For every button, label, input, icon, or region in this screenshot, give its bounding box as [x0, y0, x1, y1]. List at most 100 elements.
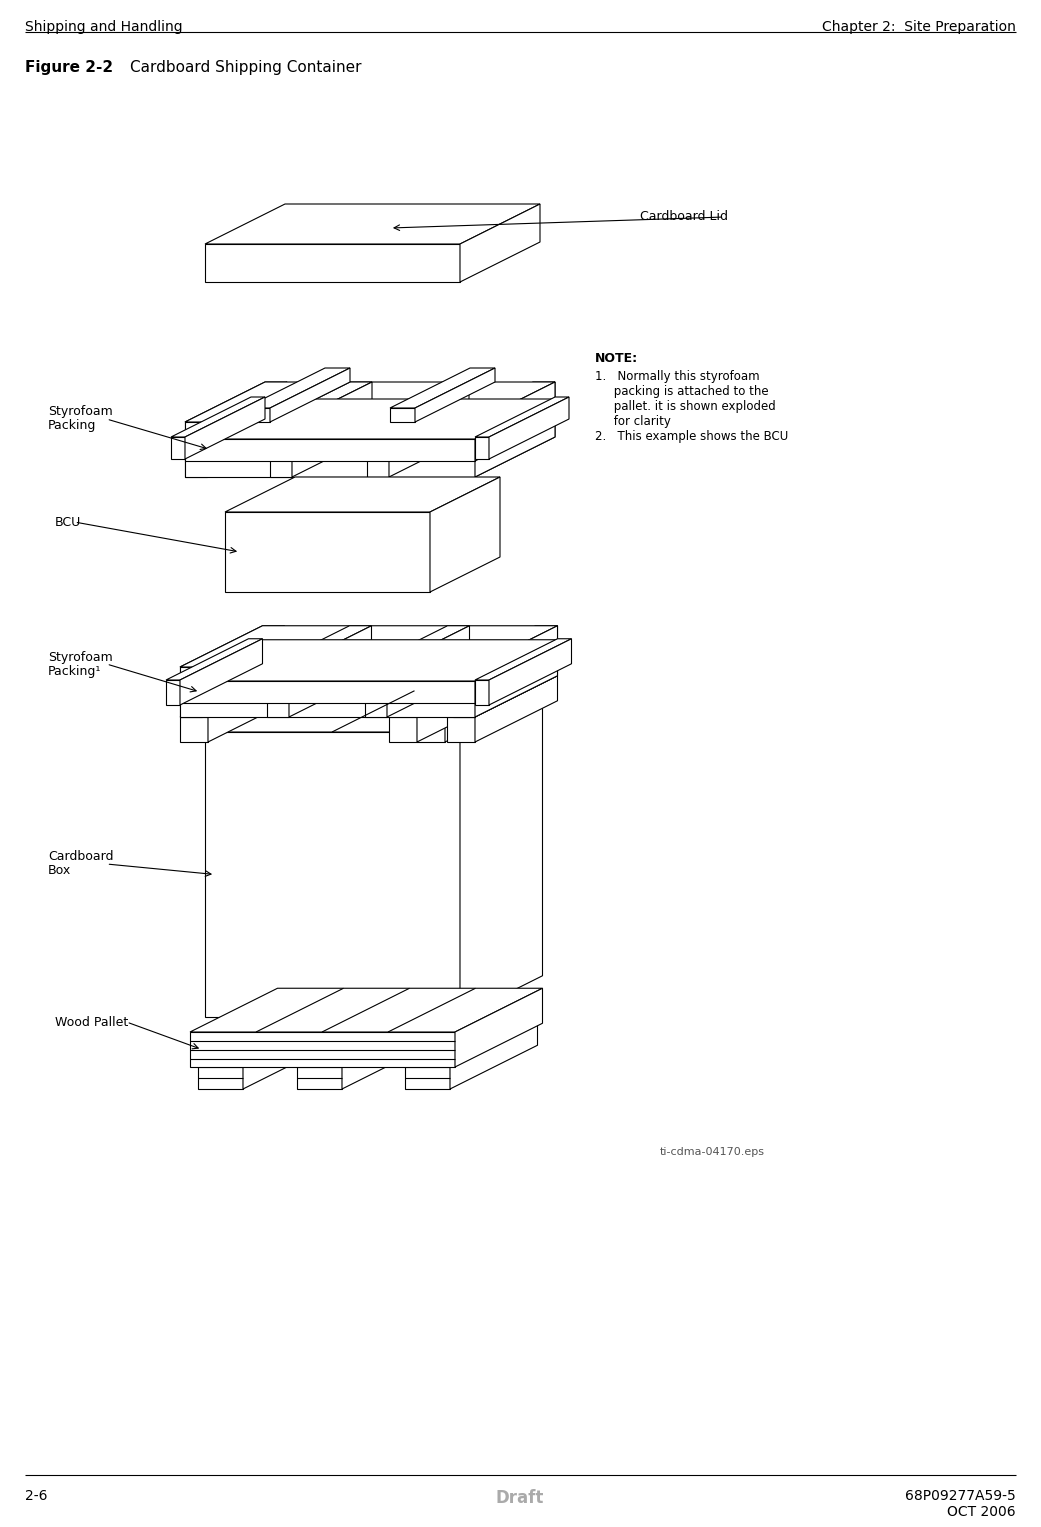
Polygon shape — [417, 718, 445, 742]
Polygon shape — [166, 638, 262, 680]
Polygon shape — [198, 1023, 330, 1067]
Text: Styrofoam: Styrofoam — [48, 406, 112, 418]
Polygon shape — [208, 676, 290, 742]
Polygon shape — [185, 455, 475, 476]
Polygon shape — [270, 382, 372, 421]
Text: Box: Box — [48, 864, 71, 878]
Polygon shape — [185, 421, 207, 476]
Text: 2.   This example shows the BCU: 2. This example shows the BCU — [595, 431, 788, 443]
Polygon shape — [180, 676, 290, 718]
Text: Packing¹: Packing¹ — [48, 664, 101, 678]
Polygon shape — [180, 626, 558, 667]
Polygon shape — [171, 437, 185, 460]
Polygon shape — [430, 476, 500, 592]
Polygon shape — [453, 626, 558, 667]
Polygon shape — [185, 399, 555, 438]
Polygon shape — [489, 638, 572, 705]
Polygon shape — [390, 408, 415, 421]
Polygon shape — [191, 1032, 455, 1067]
Polygon shape — [367, 421, 389, 476]
Text: 2-6: 2-6 — [25, 1489, 48, 1503]
Polygon shape — [453, 382, 555, 421]
Text: ti-cdma-04170.eps: ti-cdma-04170.eps — [660, 1147, 765, 1157]
Polygon shape — [207, 382, 287, 476]
Text: pallet. it is shown exploded: pallet. it is shown exploded — [595, 400, 776, 412]
Text: Shipping and Handling: Shipping and Handling — [25, 20, 182, 34]
Text: Draft: Draft — [496, 1489, 544, 1507]
Polygon shape — [445, 676, 528, 742]
Text: Cardboard Shipping Container: Cardboard Shipping Container — [130, 60, 361, 75]
Text: packing is attached to the: packing is attached to the — [595, 385, 768, 399]
Polygon shape — [447, 676, 558, 718]
Polygon shape — [171, 397, 265, 437]
Polygon shape — [180, 667, 475, 689]
Text: for clarity: for clarity — [595, 415, 670, 428]
Polygon shape — [205, 731, 460, 1017]
Polygon shape — [405, 1023, 537, 1067]
Polygon shape — [475, 437, 489, 460]
Polygon shape — [270, 368, 350, 421]
Polygon shape — [225, 512, 430, 592]
Polygon shape — [245, 408, 270, 421]
Polygon shape — [205, 205, 540, 244]
Polygon shape — [415, 368, 496, 421]
Polygon shape — [475, 399, 555, 461]
Polygon shape — [475, 382, 555, 476]
Polygon shape — [453, 421, 475, 476]
Polygon shape — [297, 1067, 342, 1089]
Polygon shape — [475, 676, 558, 742]
Polygon shape — [460, 690, 542, 1017]
Polygon shape — [185, 397, 265, 460]
Polygon shape — [387, 626, 469, 718]
Polygon shape — [389, 382, 469, 476]
Polygon shape — [180, 626, 284, 667]
Polygon shape — [225, 476, 500, 512]
Polygon shape — [180, 695, 475, 718]
Polygon shape — [205, 244, 460, 282]
Polygon shape — [450, 1023, 537, 1089]
Polygon shape — [475, 640, 558, 702]
Polygon shape — [475, 680, 489, 705]
Text: 68P09277A59-5: 68P09277A59-5 — [906, 1489, 1016, 1503]
Polygon shape — [180, 638, 262, 705]
Polygon shape — [185, 415, 555, 455]
Polygon shape — [266, 667, 289, 718]
Text: Cardboard: Cardboard — [48, 851, 113, 863]
Polygon shape — [455, 988, 542, 1067]
Polygon shape — [475, 382, 555, 444]
Polygon shape — [417, 676, 500, 742]
Polygon shape — [266, 626, 372, 667]
Text: Wood Pallet: Wood Pallet — [55, 1015, 128, 1029]
Polygon shape — [367, 382, 469, 421]
Polygon shape — [180, 667, 202, 718]
Polygon shape — [245, 368, 350, 408]
Text: Packing: Packing — [48, 420, 97, 432]
Polygon shape — [198, 1067, 243, 1089]
Polygon shape — [390, 368, 496, 408]
Polygon shape — [185, 438, 475, 461]
Polygon shape — [166, 680, 180, 705]
Polygon shape — [389, 676, 500, 718]
Polygon shape — [202, 626, 284, 718]
Polygon shape — [342, 1023, 430, 1089]
Text: BCU: BCU — [55, 516, 81, 528]
Text: Chapter 2:  Site Preparation: Chapter 2: Site Preparation — [822, 20, 1016, 34]
Text: Figure 2-2: Figure 2-2 — [25, 60, 113, 75]
Polygon shape — [417, 676, 528, 718]
Text: NOTE:: NOTE: — [595, 353, 638, 365]
Polygon shape — [475, 626, 558, 689]
Text: 1.   Normally this styrofoam: 1. Normally this styrofoam — [595, 370, 760, 383]
Text: Styrofoam: Styrofoam — [48, 651, 112, 664]
Polygon shape — [453, 667, 475, 718]
Polygon shape — [489, 397, 569, 460]
Polygon shape — [289, 626, 372, 718]
Polygon shape — [180, 640, 558, 681]
Polygon shape — [447, 718, 475, 742]
Polygon shape — [185, 382, 555, 421]
Polygon shape — [291, 382, 372, 476]
Polygon shape — [185, 421, 475, 444]
Polygon shape — [243, 1023, 330, 1089]
Polygon shape — [180, 654, 558, 695]
Polygon shape — [365, 667, 387, 718]
Polygon shape — [205, 690, 542, 731]
